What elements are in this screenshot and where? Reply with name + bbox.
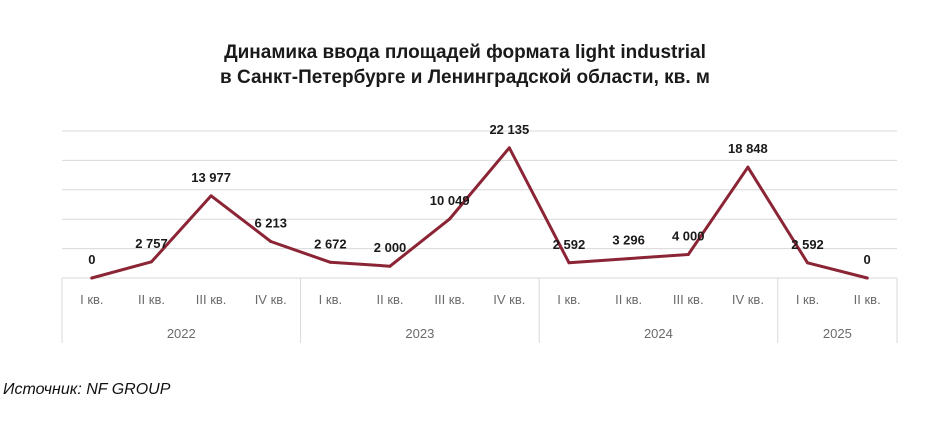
data-label: 2 000 bbox=[374, 240, 407, 255]
data-label: 0 bbox=[88, 252, 95, 267]
chart-title: Динамика ввода площадей формата light in… bbox=[0, 40, 930, 90]
data-point bbox=[806, 261, 810, 265]
data-label: 2 757 bbox=[135, 236, 168, 251]
data-label: 2 592 bbox=[553, 237, 586, 252]
data-point bbox=[388, 264, 392, 268]
line-chart: 2022 2023 2024 2025 I кв. II кв. III кв. IV кв.… bbox=[61, 122, 898, 343]
data-label: 2 672 bbox=[314, 236, 347, 251]
quarter-label: IV кв. bbox=[255, 292, 287, 307]
data-label: 6 213 bbox=[254, 215, 287, 230]
source-note: Источник: NF GROUP bbox=[3, 381, 171, 398]
data-point bbox=[507, 146, 511, 150]
data-point bbox=[448, 217, 452, 221]
quarter-label: IV кв. bbox=[732, 292, 764, 307]
data-label: 0 bbox=[864, 252, 871, 267]
year-label: 2022 bbox=[167, 326, 196, 341]
quarter-label: III кв. bbox=[196, 292, 227, 307]
data-label: 2 592 bbox=[791, 237, 824, 252]
data-label: 13 977 bbox=[191, 170, 231, 185]
data-point bbox=[90, 276, 94, 280]
quarter-label: III кв. bbox=[434, 292, 465, 307]
data-label: 18 848 bbox=[728, 141, 768, 156]
data-point bbox=[269, 239, 273, 243]
data-point bbox=[865, 276, 869, 280]
quarter-label: II кв. bbox=[138, 292, 165, 307]
year-label: 2023 bbox=[405, 326, 434, 341]
data-point bbox=[209, 194, 213, 198]
quarter-label: I кв. bbox=[796, 292, 819, 307]
quarter-label: II кв. bbox=[854, 292, 881, 307]
data-point bbox=[567, 261, 571, 265]
chart-title-line-2: в Санкт-Петербурге и Ленинградской облас… bbox=[220, 67, 710, 88]
data-label: 3 296 bbox=[612, 233, 645, 248]
quarter-label: I кв. bbox=[80, 292, 103, 307]
year-label: 2024 bbox=[644, 326, 673, 341]
data-point bbox=[328, 260, 332, 264]
quarter-label: IV кв. bbox=[493, 292, 525, 307]
quarter-label: I кв. bbox=[319, 292, 342, 307]
data-label: 22 135 bbox=[489, 122, 529, 137]
chart-title-line-1: Динамика ввода площадей формата light in… bbox=[224, 42, 706, 63]
data-point bbox=[686, 252, 690, 256]
data-point bbox=[149, 260, 153, 264]
quarter-label: II кв. bbox=[377, 292, 404, 307]
data-label: 10 049 bbox=[430, 193, 470, 208]
year-label: 2025 bbox=[823, 326, 852, 341]
quarter-label: I кв. bbox=[557, 292, 580, 307]
series-line bbox=[90, 146, 869, 280]
data-point bbox=[746, 165, 750, 169]
data-label: 4 000 bbox=[672, 228, 705, 243]
quarter-label: II кв. bbox=[615, 292, 642, 307]
data-point bbox=[627, 257, 631, 261]
quarter-label: III кв. bbox=[673, 292, 704, 307]
